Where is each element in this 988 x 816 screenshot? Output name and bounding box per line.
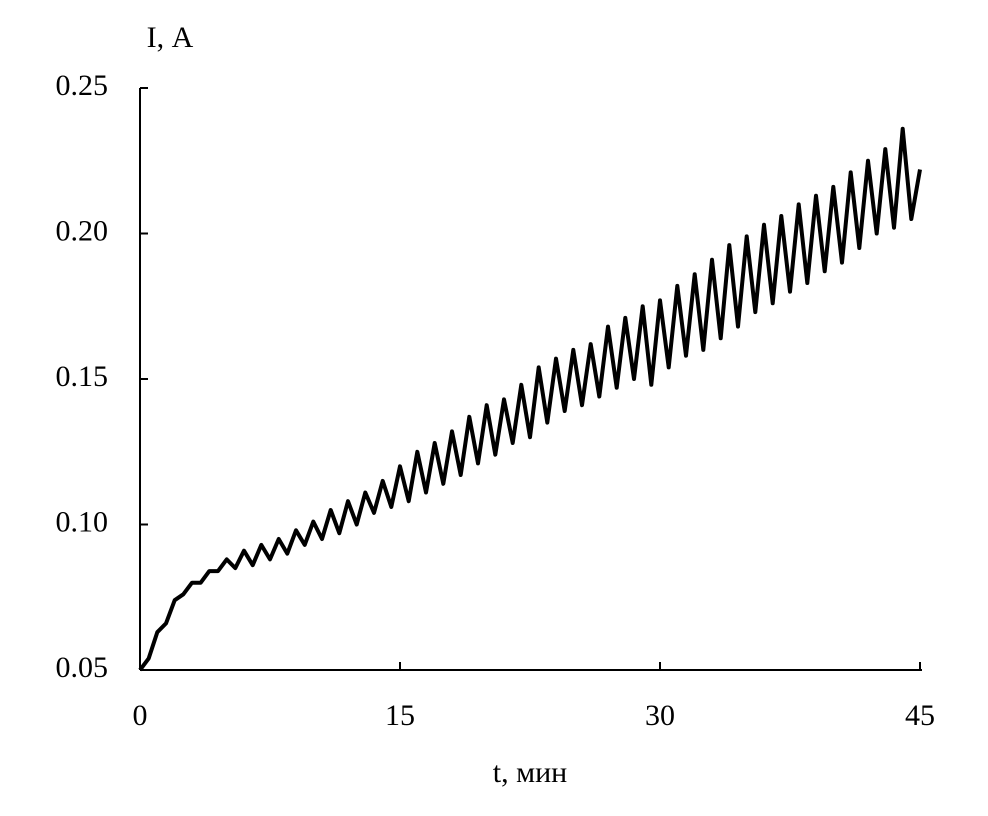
y-axis-label: I, А	[147, 21, 194, 54]
y-tick-label: 0.25	[56, 69, 109, 102]
x-tick-label: 30	[645, 699, 675, 732]
y-tick-label: 0.20	[56, 214, 109, 247]
x-axis-label: t, мин	[493, 756, 567, 789]
y-tick-label: 0.15	[56, 360, 109, 393]
y-tick-label: 0.10	[56, 505, 109, 538]
y-tick-label: 0.05	[56, 651, 109, 684]
x-tick-label: 45	[905, 699, 935, 732]
x-tick-label: 0	[133, 699, 148, 732]
data-line	[138, 126, 922, 672]
x-tick-label: 15	[385, 699, 415, 732]
